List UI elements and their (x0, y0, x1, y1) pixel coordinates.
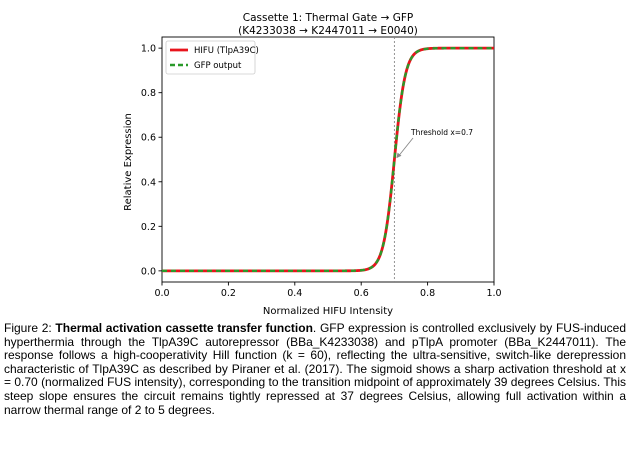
legend: HIFU (TlpA39C) GFP output (165, 40, 259, 75)
plot-frame (161, 36, 495, 283)
y-tick-label: 0.4 (141, 177, 156, 188)
transfer-function-chart: Cassette 1: Thermal Gate → GFP (K4233038… (123, 12, 502, 317)
annotation-arrowhead (396, 152, 402, 159)
legend-label-hifu: HIFU (TlpA39C) (194, 46, 259, 56)
y-tick-label: 0.2 (141, 222, 156, 233)
figure-caption: Figure 2: Thermal activation cassette tr… (4, 321, 626, 417)
caption-bold-title: Thermal activation cassette transfer fun… (55, 321, 313, 335)
x-tick-label: 0.0 (154, 288, 169, 299)
annotation-arrow (397, 137, 414, 158)
annotation-label: Threshold x=0.7 (410, 128, 473, 137)
y-axis-ticks: 0.0 0.2 0.4 0.6 0.8 1.0 (141, 44, 162, 277)
x-axis-label: Normalized HIFU Intensity (263, 306, 393, 317)
chart-title-line-2: (K4233038 → K2447011 → E0040) (238, 25, 418, 37)
y-tick-label: 1.0 (141, 44, 156, 55)
series-line-gfp (162, 46, 494, 273)
x-tick-label: 0.6 (354, 288, 369, 299)
caption-body: . GFP expression is controlled exclusive… (4, 321, 626, 417)
x-axis-ticks: 0.0 0.2 0.4 0.6 0.8 1.0 (154, 282, 502, 299)
chart-title-line-1: Cassette 1: Thermal Gate → GFP (243, 12, 413, 24)
y-tick-label: 0.8 (141, 88, 156, 99)
x-tick-label: 0.4 (287, 288, 302, 299)
caption-prefix: Figure 2: (4, 321, 56, 335)
y-axis-label: Relative Expression (123, 113, 134, 211)
legend-box (165, 40, 256, 75)
y-tick-label: 0.0 (141, 266, 156, 277)
x-tick-label: 0.2 (221, 288, 236, 299)
plot-area: Threshold x=0.7 (161, 36, 495, 283)
legend-label-gfp: GFP output (194, 61, 242, 71)
y-tick-label: 0.6 (141, 133, 156, 144)
x-tick-label: 1.0 (486, 288, 501, 299)
x-tick-label: 0.8 (420, 288, 435, 299)
